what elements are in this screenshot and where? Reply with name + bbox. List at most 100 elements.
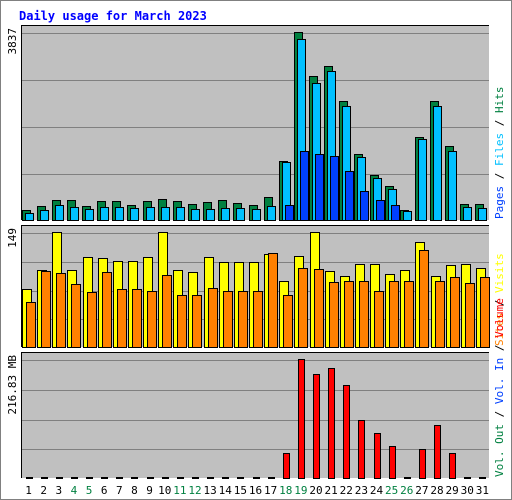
legend-visits-sites: Sites / Visits <box>493 253 506 346</box>
day-label-23: 23 <box>355 484 368 497</box>
bar-sites-day-25 <box>389 281 399 348</box>
day-label-12: 12 <box>188 484 201 497</box>
bar-sites-day-15 <box>238 291 248 348</box>
bar-sites-day-20 <box>314 269 324 348</box>
bar-sites-day-12 <box>192 295 202 348</box>
bar-volume-day-11 <box>177 477 184 479</box>
legend-hits-files-pages: Pages / Files / Hits <box>493 87 506 220</box>
day-label-27: 27 <box>415 484 428 497</box>
day-label-5: 5 <box>86 484 93 497</box>
bar-sites-day-23 <box>359 281 369 348</box>
bar-sites-day-28 <box>435 281 445 348</box>
bar-volume-day-6 <box>101 477 108 479</box>
y-axis-max-label: 3837 <box>6 28 19 55</box>
day-label-16: 16 <box>249 484 262 497</box>
bar-volume-day-21 <box>328 368 335 479</box>
bar-files-day-9 <box>146 207 155 221</box>
day-label-1: 1 <box>25 484 32 497</box>
bar-volume-day-24 <box>374 433 381 479</box>
bar-volume-day-14 <box>222 477 229 479</box>
bar-pages-day-22 <box>345 171 354 221</box>
bar-volume-day-3 <box>56 477 63 479</box>
day-label-13: 13 <box>203 484 216 497</box>
bar-volume-day-25 <box>389 446 396 479</box>
bar-sites-day-29 <box>450 277 460 348</box>
bar-volume-day-4 <box>71 477 78 479</box>
bar-files-day-29 <box>448 151 457 221</box>
legend-separator: / <box>493 404 506 424</box>
bar-sites-day-22 <box>344 281 354 348</box>
bar-sites-day-2 <box>41 271 51 348</box>
day-label-22: 22 <box>340 484 353 497</box>
legend-item-visits: Visits <box>493 253 506 293</box>
panel-visits-sites: 149 <box>6 225 490 348</box>
bar-files-day-2 <box>40 210 49 221</box>
day-label-4: 4 <box>71 484 78 497</box>
chart-panels: 3837 149 216.83 MB <box>6 25 490 479</box>
bar-files-day-16 <box>252 209 261 221</box>
bar-volume-day-19 <box>298 359 305 479</box>
bar-sites-day-4 <box>71 284 81 348</box>
bar-sites-day-21 <box>329 282 339 348</box>
bar-files-day-30 <box>463 207 472 221</box>
bar-files-day-14 <box>221 208 230 221</box>
legend-item-vol_out: Vol. Out <box>493 424 506 477</box>
legend-item-pages: Pages <box>493 186 506 219</box>
legend-item-hits: Hits <box>493 87 506 114</box>
day-label-8: 8 <box>131 484 138 497</box>
bar-files-day-12 <box>191 209 200 221</box>
legend-separator: / <box>493 113 506 133</box>
bar-files-day-26 <box>403 211 412 221</box>
bar-volume-day-10 <box>162 477 169 479</box>
bar-files-day-27 <box>418 139 427 221</box>
bar-files-day-1 <box>25 213 34 221</box>
day-label-6: 6 <box>101 484 108 497</box>
panel-background <box>21 25 490 221</box>
bar-volume-day-12 <box>192 477 199 479</box>
day-label-19: 19 <box>294 484 307 497</box>
bar-sites-day-18 <box>283 295 293 348</box>
day-label-29: 29 <box>446 484 459 497</box>
bar-volume-day-18 <box>283 453 290 479</box>
day-label-11: 11 <box>173 484 186 497</box>
bar-volume-day-22 <box>343 385 350 479</box>
bar-volume-day-28 <box>434 425 441 479</box>
day-label-15: 15 <box>234 484 247 497</box>
bar-volume-day-13 <box>207 477 214 479</box>
day-label-20: 20 <box>309 484 322 497</box>
bar-volume-day-26 <box>404 477 411 479</box>
bar-sites-day-14 <box>223 291 233 348</box>
bar-pages-day-25 <box>391 205 400 221</box>
legend-item-sites: Sites <box>493 313 506 346</box>
bar-sites-day-13 <box>208 288 218 348</box>
bar-sites-day-6 <box>102 272 112 348</box>
bar-files-day-10 <box>161 207 170 221</box>
day-label-7: 7 <box>116 484 123 497</box>
bar-sites-day-3 <box>56 273 66 348</box>
bar-volume-day-27 <box>419 449 426 479</box>
bar-pages-day-24 <box>376 200 385 221</box>
day-label-26: 26 <box>400 484 413 497</box>
bar-volume-day-1 <box>26 477 33 479</box>
day-label-31: 31 <box>476 484 489 497</box>
day-label-21: 21 <box>325 484 338 497</box>
legend-item-files: Files <box>493 133 506 166</box>
bar-files-day-31 <box>478 208 487 221</box>
day-label-25: 25 <box>385 484 398 497</box>
x-axis-day-labels: 1 2 3 4 5 6 7 8 9 10 11 12 13 14 15 16 17 18 19 20 21 22 23 24 2… <box>25 484 489 497</box>
day-label-3: 3 <box>56 484 63 497</box>
legend-text: Pages / Files / Hits <box>493 87 506 220</box>
bar-files-day-28 <box>433 106 442 221</box>
bar-volume-day-16 <box>253 477 260 479</box>
bar-pages-day-23 <box>360 191 369 221</box>
bar-volume-day-30 <box>464 477 471 479</box>
bar-pages-day-19 <box>300 151 309 221</box>
bar-files-day-17 <box>267 206 276 221</box>
bar-sites-day-10 <box>162 275 172 348</box>
panel-volume: 216.83 MB <box>6 352 490 479</box>
bar-sites-day-8 <box>132 289 142 348</box>
bar-volume-day-5 <box>86 477 93 479</box>
bar-files-day-13 <box>206 209 215 221</box>
day-label-14: 14 <box>219 484 233 497</box>
